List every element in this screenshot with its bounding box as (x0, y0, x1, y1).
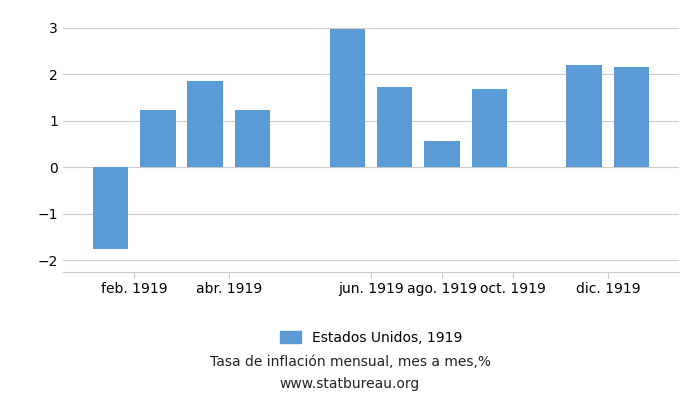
Bar (234, 110, 270, 167)
Bar (377, 87, 412, 167)
Text: www.statbureau.org: www.statbureau.org (280, 377, 420, 391)
Bar (188, 81, 223, 167)
Bar (472, 89, 507, 167)
Bar (330, 29, 365, 167)
Bar (566, 65, 602, 167)
Bar (614, 67, 650, 167)
Bar (424, 141, 460, 167)
Text: Tasa de inflación mensual, mes a mes,%: Tasa de inflación mensual, mes a mes,% (209, 355, 491, 369)
Bar (140, 110, 176, 167)
Legend: Estados Unidos, 1919: Estados Unidos, 1919 (274, 325, 468, 350)
Bar (92, 167, 128, 249)
